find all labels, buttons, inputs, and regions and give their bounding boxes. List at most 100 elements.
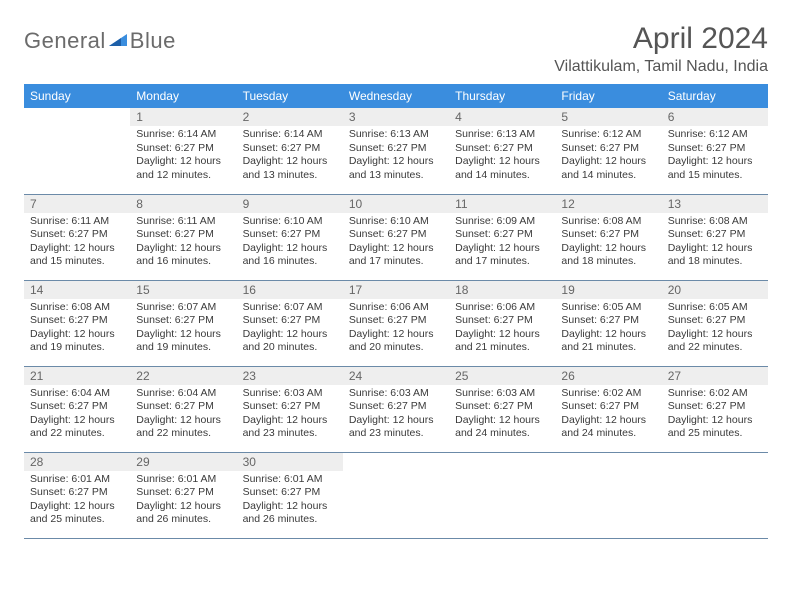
calendar-day-cell: 1Sunrise: 6:14 AMSunset: 6:27 PMDaylight…	[130, 108, 236, 194]
daylight-text: and 25 minutes.	[668, 427, 762, 441]
sunrise-text: Sunrise: 6:08 AM	[561, 215, 655, 229]
day-body: Sunrise: 6:03 AMSunset: 6:27 PMDaylight:…	[343, 385, 449, 448]
sunset-text: Sunset: 6:27 PM	[561, 314, 655, 328]
calendar-day-cell: 10Sunrise: 6:10 AMSunset: 6:27 PMDayligh…	[343, 194, 449, 280]
day-number: 4	[449, 108, 555, 126]
title-block: April 2024 Vilattikulam, Tamil Nadu, Ind…	[554, 22, 768, 76]
sunset-text: Sunset: 6:27 PM	[136, 314, 230, 328]
daylight-text: Daylight: 12 hours	[455, 155, 549, 169]
day-body: Sunrise: 6:14 AMSunset: 6:27 PMDaylight:…	[130, 126, 236, 189]
sunrise-text: Sunrise: 6:07 AM	[243, 301, 337, 315]
calendar-day-cell: 7Sunrise: 6:11 AMSunset: 6:27 PMDaylight…	[24, 194, 130, 280]
calendar-day-cell: 25Sunrise: 6:03 AMSunset: 6:27 PMDayligh…	[449, 366, 555, 452]
day-body: Sunrise: 6:01 AMSunset: 6:27 PMDaylight:…	[130, 471, 236, 534]
daylight-text: and 25 minutes.	[30, 513, 124, 527]
calendar-day-cell: 24Sunrise: 6:03 AMSunset: 6:27 PMDayligh…	[343, 366, 449, 452]
daylight-text: and 20 minutes.	[243, 341, 337, 355]
daylight-text: and 15 minutes.	[30, 255, 124, 269]
daylight-text: Daylight: 12 hours	[243, 500, 337, 514]
sunset-text: Sunset: 6:27 PM	[243, 142, 337, 156]
daylight-text: Daylight: 12 hours	[349, 414, 443, 428]
logo-text-blue: Blue	[130, 28, 176, 54]
calendar-day-cell: 23Sunrise: 6:03 AMSunset: 6:27 PMDayligh…	[237, 366, 343, 452]
sunrise-text: Sunrise: 6:05 AM	[668, 301, 762, 315]
day-body: Sunrise: 6:05 AMSunset: 6:27 PMDaylight:…	[555, 299, 661, 362]
day-number: 16	[237, 281, 343, 299]
daylight-text: Daylight: 12 hours	[349, 242, 443, 256]
sunrise-text: Sunrise: 6:06 AM	[455, 301, 549, 315]
day-number: 18	[449, 281, 555, 299]
sunset-text: Sunset: 6:27 PM	[561, 228, 655, 242]
day-body: Sunrise: 6:10 AMSunset: 6:27 PMDaylight:…	[237, 213, 343, 276]
daylight-text: Daylight: 12 hours	[455, 414, 549, 428]
day-body: Sunrise: 6:04 AMSunset: 6:27 PMDaylight:…	[24, 385, 130, 448]
daylight-text: and 13 minutes.	[349, 169, 443, 183]
daylight-text: and 16 minutes.	[136, 255, 230, 269]
calendar-day-cell: 21Sunrise: 6:04 AMSunset: 6:27 PMDayligh…	[24, 366, 130, 452]
sunrise-text: Sunrise: 6:13 AM	[455, 128, 549, 142]
calendar-day-cell: 11Sunrise: 6:09 AMSunset: 6:27 PMDayligh…	[449, 194, 555, 280]
daylight-text: and 23 minutes.	[243, 427, 337, 441]
weekday-header: Saturday	[662, 84, 768, 108]
location: Vilattikulam, Tamil Nadu, India	[554, 58, 768, 76]
calendar-body: 1Sunrise: 6:14 AMSunset: 6:27 PMDaylight…	[24, 108, 768, 538]
sunset-text: Sunset: 6:27 PM	[349, 400, 443, 414]
daylight-text: and 17 minutes.	[349, 255, 443, 269]
daylight-text: Daylight: 12 hours	[136, 155, 230, 169]
sunset-text: Sunset: 6:27 PM	[30, 314, 124, 328]
daylight-text: and 19 minutes.	[136, 341, 230, 355]
sunrise-text: Sunrise: 6:08 AM	[668, 215, 762, 229]
day-body: Sunrise: 6:08 AMSunset: 6:27 PMDaylight:…	[555, 213, 661, 276]
sunrise-text: Sunrise: 6:14 AM	[243, 128, 337, 142]
weekday-header: Wednesday	[343, 84, 449, 108]
sunrise-text: Sunrise: 6:06 AM	[349, 301, 443, 315]
day-body: Sunrise: 6:02 AMSunset: 6:27 PMDaylight:…	[555, 385, 661, 448]
calendar-day-cell	[24, 108, 130, 194]
daylight-text: Daylight: 12 hours	[30, 500, 124, 514]
daylight-text: and 21 minutes.	[561, 341, 655, 355]
daylight-text: Daylight: 12 hours	[243, 155, 337, 169]
sunset-text: Sunset: 6:27 PM	[30, 228, 124, 242]
daylight-text: Daylight: 12 hours	[136, 500, 230, 514]
calendar-week-row: 21Sunrise: 6:04 AMSunset: 6:27 PMDayligh…	[24, 366, 768, 452]
day-body: Sunrise: 6:01 AMSunset: 6:27 PMDaylight:…	[237, 471, 343, 534]
weekday-header: Thursday	[449, 84, 555, 108]
daylight-text: and 13 minutes.	[243, 169, 337, 183]
sunset-text: Sunset: 6:27 PM	[455, 400, 549, 414]
sunset-text: Sunset: 6:27 PM	[455, 142, 549, 156]
daylight-text: and 22 minutes.	[30, 427, 124, 441]
day-number: 1	[130, 108, 236, 126]
day-number: 26	[555, 367, 661, 385]
calendar-day-cell: 30Sunrise: 6:01 AMSunset: 6:27 PMDayligh…	[237, 452, 343, 538]
calendar-day-cell: 2 Sunrise: 6:14 AMSunset: 6:27 PMDaylight…	[237, 108, 343, 194]
daylight-text: Daylight: 12 hours	[668, 414, 762, 428]
day-body: Sunrise: 6:09 AMSunset: 6:27 PMDaylight:…	[449, 213, 555, 276]
day-body: Sunrise: 6:12 AMSunset: 6:27 PMDaylight:…	[662, 126, 768, 189]
day-number: 2	[237, 108, 343, 126]
daylight-text: Daylight: 12 hours	[455, 328, 549, 342]
calendar-day-cell: 22Sunrise: 6:04 AMSunset: 6:27 PMDayligh…	[130, 366, 236, 452]
page-header: General Blue April 2024 Vilattikulam, Ta…	[24, 22, 768, 76]
daylight-text: and 24 minutes.	[561, 427, 655, 441]
calendar-day-cell	[662, 452, 768, 538]
day-number: 12	[555, 195, 661, 213]
calendar-day-cell: 14Sunrise: 6:08 AMSunset: 6:27 PMDayligh…	[24, 280, 130, 366]
calendar-day-cell: 19Sunrise: 6:05 AMSunset: 6:27 PMDayligh…	[555, 280, 661, 366]
daylight-text: Daylight: 12 hours	[668, 242, 762, 256]
day-number: 19	[555, 281, 661, 299]
calendar-day-cell: 16Sunrise: 6:07 AMSunset: 6:27 PMDayligh…	[237, 280, 343, 366]
daylight-text: Daylight: 12 hours	[243, 414, 337, 428]
sunrise-text: Sunrise: 6:13 AM	[349, 128, 443, 142]
calendar-day-cell: 5Sunrise: 6:12 AMSunset: 6:27 PMDaylight…	[555, 108, 661, 194]
sunrise-text: Sunrise: 6:01 AM	[243, 473, 337, 487]
day-body: Sunrise: 6:11 AMSunset: 6:27 PMDaylight:…	[24, 213, 130, 276]
day-number: 11	[449, 195, 555, 213]
daylight-text: Daylight: 12 hours	[668, 155, 762, 169]
sunset-text: Sunset: 6:27 PM	[243, 400, 337, 414]
day-number: 6	[662, 108, 768, 126]
daylight-text: Daylight: 12 hours	[136, 328, 230, 342]
daylight-text: Daylight: 12 hours	[30, 414, 124, 428]
day-number: 28	[24, 453, 130, 471]
sunset-text: Sunset: 6:27 PM	[668, 228, 762, 242]
calendar-day-cell: 4 Sunrise: 6:13 AMSunset: 6:27 PMDaylight…	[449, 108, 555, 194]
